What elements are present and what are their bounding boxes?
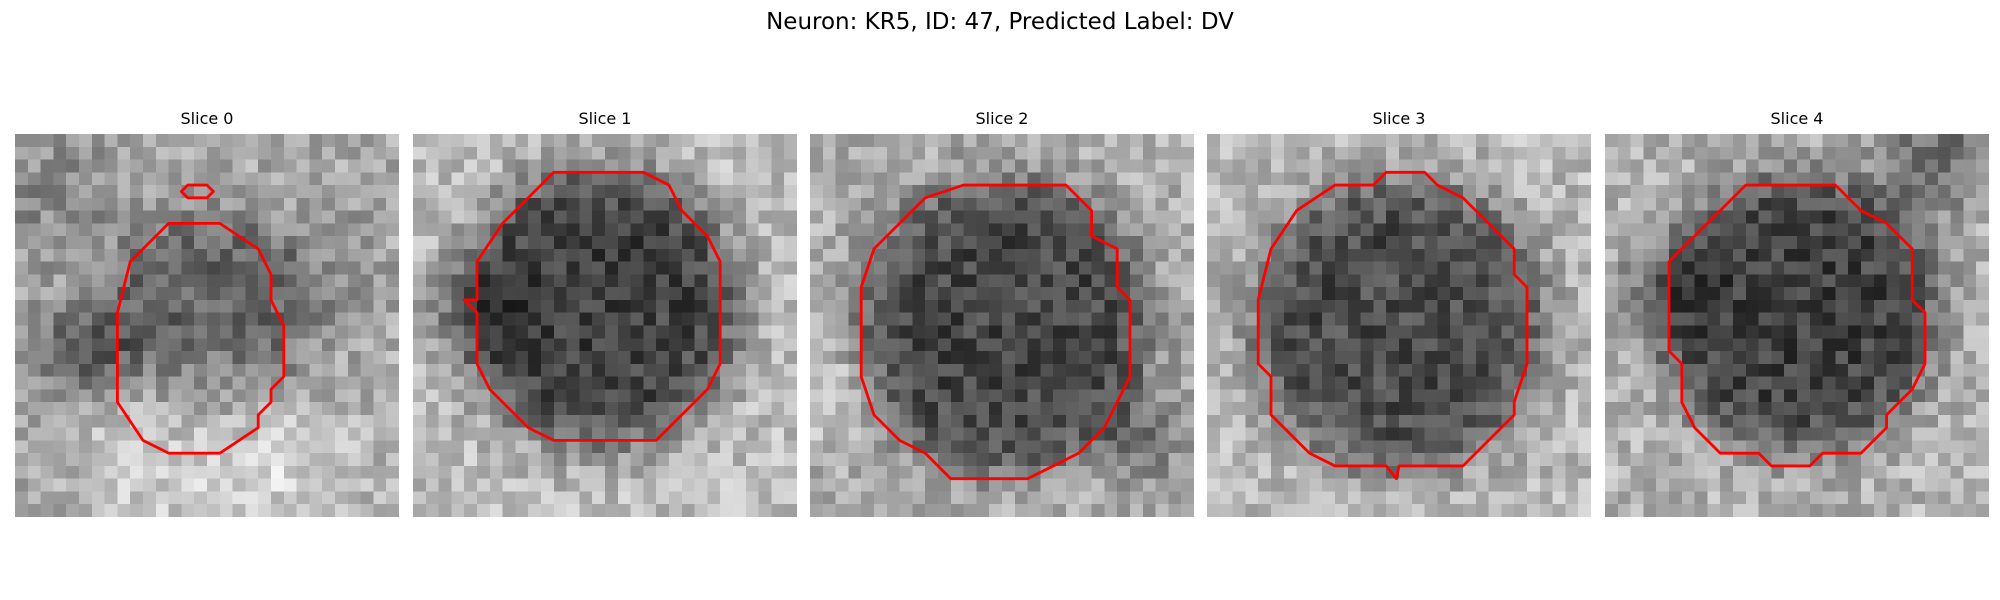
slice-panel-4: Slice 4 [1605,108,1989,517]
slice-title-3: Slice 3 [1372,109,1426,128]
microscopy-pixels [1207,134,1591,517]
slice-panel-1: Slice 1 [413,108,797,517]
slice-title-2: Slice 2 [975,109,1029,128]
slice-title-0: Slice 0 [180,109,234,128]
slice-panel-0: Slice 0 [15,108,399,517]
slice-image-2 [810,134,1194,517]
figure-title: Neuron: KR5, ID: 47, Predicted Label: DV [766,9,1234,35]
segmentation-contour [1667,183,1927,468]
segmentation-contour [115,183,286,455]
slice-image-0 [15,134,399,517]
slice-image-4 [1605,134,1989,517]
microscopy-pixels [413,134,797,517]
microscopy-pixels [1605,134,1989,517]
microscopy-pixels [810,134,1194,517]
microscopy-pixels [15,134,399,517]
slice-panel-3: Slice 3 [1207,108,1591,517]
segmentation-contour [1256,170,1529,481]
segmentation-contour [462,170,722,442]
slice-image-3 [1207,134,1591,517]
slice-title-1: Slice 1 [578,109,632,128]
slice-panel-2: Slice 2 [810,108,1194,517]
segmentation-contour [859,183,1132,481]
slice-title-4: Slice 4 [1770,109,1824,128]
slice-image-1 [413,134,797,517]
